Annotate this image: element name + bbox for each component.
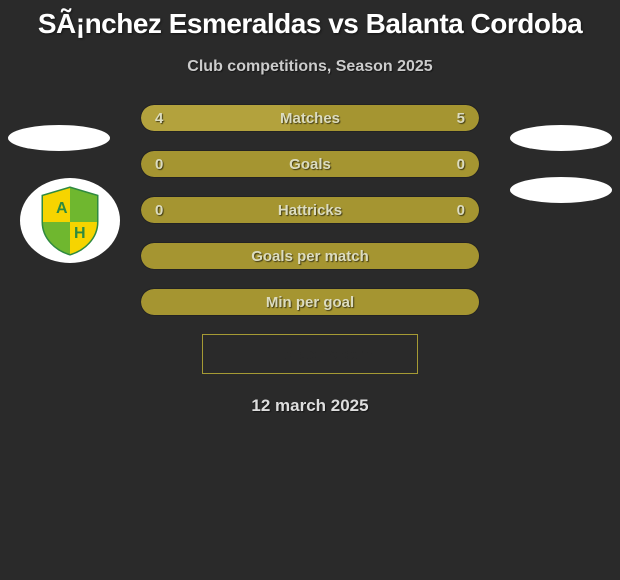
stat-row: Min per goal: [140, 288, 480, 316]
bar-chart-icon: [248, 344, 268, 364]
fctables-link[interactable]: FcTables.com: [202, 334, 418, 374]
page-title: SÃ¡nchez Esmeraldas vs Balanta Cordoba: [0, 8, 620, 40]
stat-row: Goals per match: [140, 242, 480, 270]
date-label: 12 march 2025: [0, 396, 620, 416]
stat-right-value: 0: [457, 202, 465, 219]
right-team-marker-1: [510, 125, 612, 151]
stats-block: 4 Matches 5 0 Goals 0 0 Hattricks 0 Goals per mat…: [140, 104, 480, 316]
svg-text:A: A: [56, 200, 68, 217]
stat-row: 0 Hattricks 0: [140, 196, 480, 224]
stat-row: 0 Goals 0: [140, 150, 480, 178]
fctables-label: FcTables.com: [274, 346, 373, 363]
shield-icon: A H: [39, 186, 101, 256]
stat-label: Matches: [280, 110, 340, 127]
stat-row-content: 4 Matches 5: [141, 110, 479, 127]
right-team-marker-2: [510, 177, 612, 203]
subtitle: Club competitions, Season 2025: [0, 58, 620, 76]
stat-right-value: 0: [457, 156, 465, 173]
stat-left-value: 0: [155, 156, 163, 173]
stat-label: Goals: [289, 156, 331, 173]
stat-label: Hattricks: [278, 202, 342, 219]
stat-row: 4 Matches 5: [140, 104, 480, 132]
club-badge: A H: [20, 178, 120, 263]
stat-row-content: 0 Goals 0: [141, 156, 479, 173]
stat-label: Min per goal: [266, 294, 354, 311]
stat-left-value: 4: [155, 110, 163, 127]
stat-right-value: 5: [457, 110, 465, 127]
stat-row-content: 0 Hattricks 0: [141, 202, 479, 219]
svg-text:H: H: [74, 225, 86, 242]
stat-left-value: 0: [155, 202, 163, 219]
stat-label: Goals per match: [251, 248, 369, 265]
left-team-marker-1: [8, 125, 110, 151]
